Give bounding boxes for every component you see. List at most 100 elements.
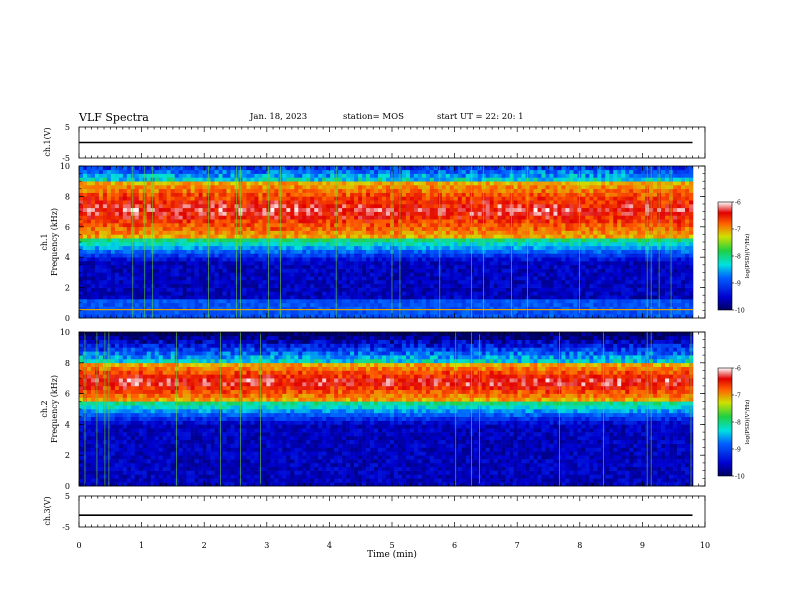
spectrogram-cell [90,223,96,228]
spectrogram-cell [174,283,179,288]
spectrogram-cell [170,242,175,247]
spectrogram-cell [513,272,518,277]
spectrogram-cell [154,238,160,243]
spectrogram-cell [318,166,323,171]
spectrogram-cell [330,310,335,315]
spectrogram-cell [354,264,359,269]
spectrogram-cell [170,291,175,296]
spectrogram-cell [366,196,371,201]
spectrogram-cell [489,234,494,239]
spectrogram-cell [370,192,375,197]
spectrogram-cell [222,299,227,304]
spectrogram-cell [82,264,88,269]
spectrogram-cell [533,173,538,178]
spectrogram-cell [465,268,471,273]
spectrogram-cell [322,242,327,247]
spectrogram-cell [517,200,522,205]
spectrogram-cell [441,291,447,296]
spectrogram-cell [366,302,371,307]
spectrogram-cell [134,207,140,212]
spectrogram-cell [322,181,327,186]
spectrogram-cell [541,181,546,186]
spectrogram-cell [497,200,502,205]
spectrogram-cell [174,185,179,190]
spectrogram-cell [98,299,104,304]
spectrogram-cell [174,166,179,171]
spectrogram-cell [489,211,494,216]
spectrogram-cell [477,310,482,315]
spectrogram-cell [258,223,263,228]
spectrogram-cell [94,223,100,228]
spectrogram-cell [146,181,152,186]
spectrogram-cell [370,219,375,224]
spectrogram-cell [214,310,219,315]
spectrogram-cell [102,188,108,193]
spectrogram-cell [118,245,124,250]
spectrogram-cell [310,223,315,228]
spectrogram-cell [166,230,171,235]
spectrogram-cell [79,268,84,273]
spectrogram-cell [186,280,191,285]
spectrogram-cell [461,181,467,186]
spectrogram-cell [549,314,554,319]
spectrogram-cell [178,287,183,292]
spectrogram-cell [250,211,255,216]
spectrogram-cell [441,226,447,231]
spectrogram-cell [441,257,447,262]
spectrogram-cell [421,219,427,224]
spectrogram-cell [529,299,534,304]
spectrogram-cell [545,257,550,262]
spectrogram-cell [409,242,415,247]
spectrogram-cell [134,192,140,197]
spectrogram-cell [158,302,164,307]
spectrogram-cell [489,223,494,228]
spectrogram-cell [254,249,259,254]
spectrogram-cell [226,272,231,277]
spectrogram-cell [230,238,235,243]
spectrogram-cell [457,204,463,209]
spectrogram-cell [549,299,554,304]
spectrogram-cell [182,245,187,250]
spectrogram-cell [342,306,347,311]
spectrogram-cell [346,295,351,300]
spectrogram-cell [82,276,88,281]
spectrogram-cell [118,283,124,288]
spectrogram-cell [134,280,140,285]
spectrogram-cell [322,230,327,235]
spectrogram-cell [421,268,427,273]
spectrogram-cell [417,306,423,311]
spectrogram-cell [425,226,431,231]
spectrogram-cell [441,261,447,266]
spectrogram-cell [493,291,498,296]
spectrogram-cell [282,287,287,292]
spectrogram-cell [350,211,355,216]
spectrogram-cell [505,272,510,277]
spectrogram-cell [537,245,542,250]
spectrogram-cell [178,310,183,315]
spectrogram-cell [194,272,199,277]
spectrogram-cell [102,257,108,262]
spectrogram-cell [413,181,419,186]
spectrogram-cell [146,211,152,216]
spectrogram-cell [346,306,351,311]
spectrogram-cell [413,268,419,273]
spectrogram-cell [182,169,187,174]
spectrogram-cell [417,264,423,269]
spectrogram-cell [174,188,179,193]
spectrogram-cell [79,287,84,292]
spectrogram-cell [501,264,506,269]
spectrogram-cell [246,306,251,311]
spectrogram-cell [386,192,391,197]
spectrogram-cell [541,219,546,224]
spectrogram-cell [445,268,451,273]
spectrogram-cell [298,215,303,220]
spectrogram-cell [473,299,478,304]
spectrogram-cell [346,242,351,247]
spectrogram-cell [214,211,219,216]
spectrogram-cell [417,234,423,239]
spectrogram-cell [429,169,435,174]
spectrogram-cell [374,181,379,186]
spectrogram-cell [374,204,379,209]
spectrogram-cell [521,192,526,197]
spectrogram-cell [322,268,327,273]
